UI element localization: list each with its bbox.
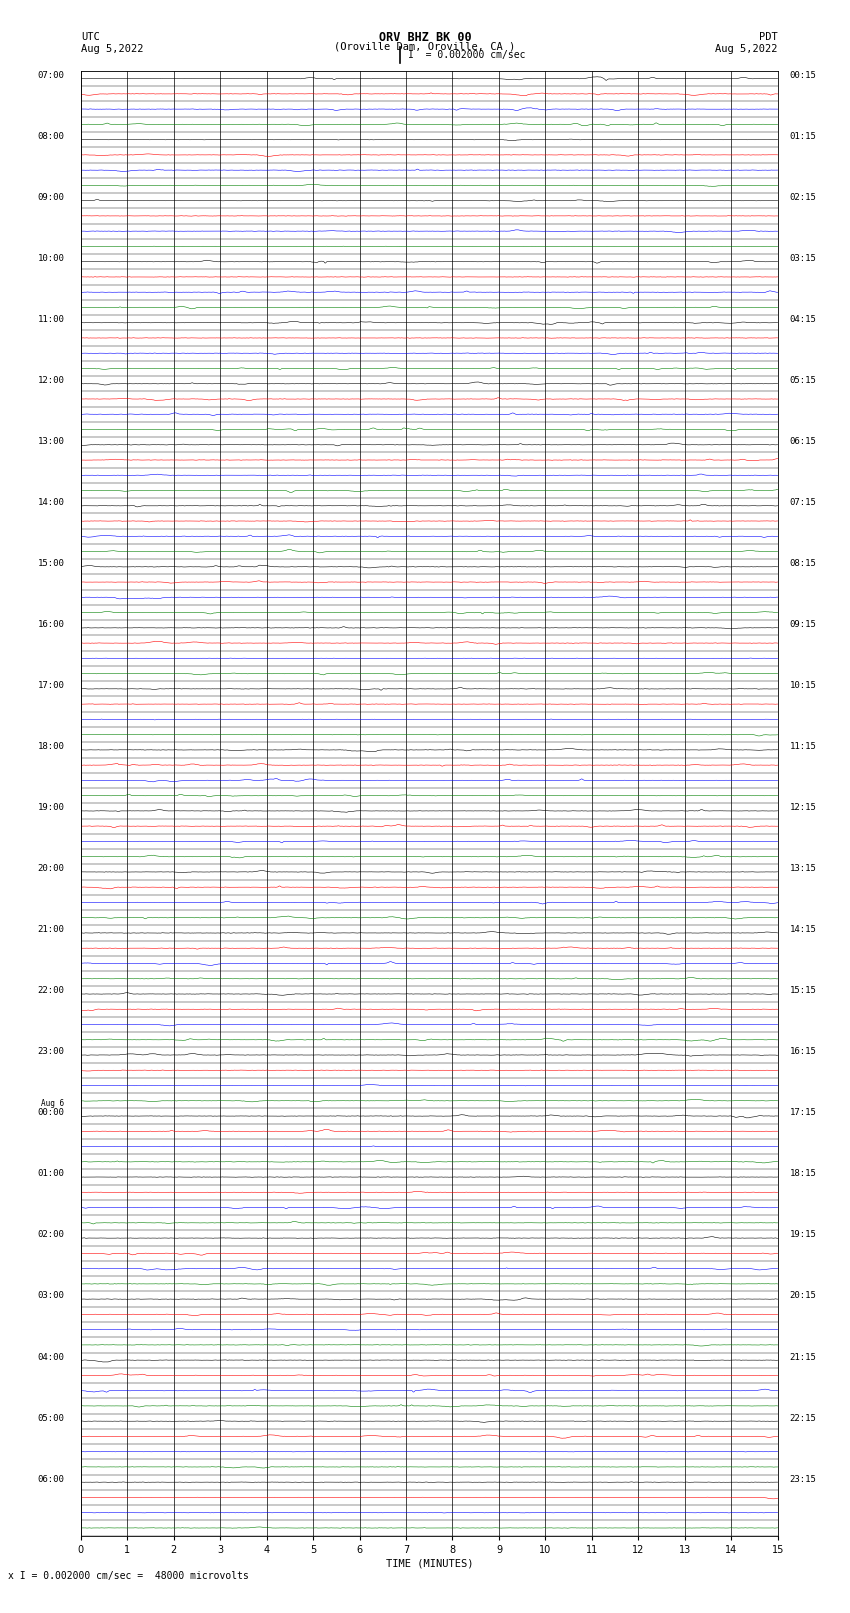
Text: 06:15: 06:15 xyxy=(790,437,816,447)
Text: x I = 0.002000 cm/sec =  48000 microvolts: x I = 0.002000 cm/sec = 48000 microvolts xyxy=(8,1571,249,1581)
Text: 19:00: 19:00 xyxy=(37,803,65,813)
Text: 06:00: 06:00 xyxy=(37,1474,65,1484)
Text: Aug 5,2022: Aug 5,2022 xyxy=(81,44,144,53)
Text: 13:15: 13:15 xyxy=(790,865,816,873)
Text: 12:00: 12:00 xyxy=(37,376,65,386)
Text: 00:00: 00:00 xyxy=(37,1108,65,1118)
Text: 14:15: 14:15 xyxy=(790,926,816,934)
Text: 04:15: 04:15 xyxy=(790,315,816,324)
Text: 18:15: 18:15 xyxy=(790,1169,816,1179)
Text: (Oroville Dam, Oroville, CA ): (Oroville Dam, Oroville, CA ) xyxy=(334,42,516,52)
Text: 13:00: 13:00 xyxy=(37,437,65,447)
Text: 21:00: 21:00 xyxy=(37,926,65,934)
Text: 02:15: 02:15 xyxy=(790,194,816,202)
Text: 00:15: 00:15 xyxy=(790,71,816,81)
Text: 07:00: 07:00 xyxy=(37,71,65,81)
Text: Aug 6: Aug 6 xyxy=(42,1098,65,1108)
Text: UTC: UTC xyxy=(81,32,99,42)
Text: 12:15: 12:15 xyxy=(790,803,816,813)
Text: 05:15: 05:15 xyxy=(790,376,816,386)
Text: 07:15: 07:15 xyxy=(790,498,816,506)
Text: 20:15: 20:15 xyxy=(790,1292,816,1300)
Text: ORV BHZ BK 00: ORV BHZ BK 00 xyxy=(379,31,471,44)
Text: 21:15: 21:15 xyxy=(790,1352,816,1361)
Text: 18:00: 18:00 xyxy=(37,742,65,752)
Text: 17:15: 17:15 xyxy=(790,1108,816,1118)
Text: 23:00: 23:00 xyxy=(37,1047,65,1057)
Text: 01:00: 01:00 xyxy=(37,1169,65,1179)
Text: 02:00: 02:00 xyxy=(37,1231,65,1239)
Text: 09:15: 09:15 xyxy=(790,621,816,629)
Text: 04:00: 04:00 xyxy=(37,1352,65,1361)
Text: 17:00: 17:00 xyxy=(37,681,65,690)
Text: 11:15: 11:15 xyxy=(790,742,816,752)
Text: 15:00: 15:00 xyxy=(37,560,65,568)
Text: 23:15: 23:15 xyxy=(790,1474,816,1484)
Text: 16:15: 16:15 xyxy=(790,1047,816,1057)
Text: 01:15: 01:15 xyxy=(790,132,816,140)
Text: 19:15: 19:15 xyxy=(790,1231,816,1239)
Text: 22:00: 22:00 xyxy=(37,987,65,995)
Text: 15:15: 15:15 xyxy=(790,987,816,995)
Text: 03:00: 03:00 xyxy=(37,1292,65,1300)
Text: 14:00: 14:00 xyxy=(37,498,65,506)
Text: 16:00: 16:00 xyxy=(37,621,65,629)
Text: 10:00: 10:00 xyxy=(37,255,65,263)
Text: 10:15: 10:15 xyxy=(790,681,816,690)
Text: 08:15: 08:15 xyxy=(790,560,816,568)
Text: 20:00: 20:00 xyxy=(37,865,65,873)
Text: PDT: PDT xyxy=(759,32,778,42)
Text: 08:00: 08:00 xyxy=(37,132,65,140)
Text: 05:00: 05:00 xyxy=(37,1413,65,1423)
Text: 09:00: 09:00 xyxy=(37,194,65,202)
Text: 22:15: 22:15 xyxy=(790,1413,816,1423)
Text: 11:00: 11:00 xyxy=(37,315,65,324)
Text: I  = 0.002000 cm/sec: I = 0.002000 cm/sec xyxy=(408,50,525,60)
Text: 03:15: 03:15 xyxy=(790,255,816,263)
X-axis label: TIME (MINUTES): TIME (MINUTES) xyxy=(386,1558,473,1569)
Text: Aug 5,2022: Aug 5,2022 xyxy=(715,44,778,53)
